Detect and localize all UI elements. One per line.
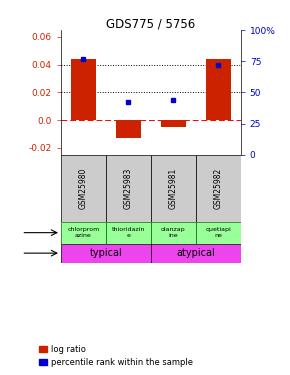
Bar <box>151 244 241 262</box>
Bar <box>116 120 141 138</box>
Legend: log ratio, percentile rank within the sample: log ratio, percentile rank within the sa… <box>39 345 193 367</box>
Text: chlorprom
azine: chlorprom azine <box>67 227 99 238</box>
Text: GSM25980: GSM25980 <box>79 167 88 209</box>
Bar <box>151 222 196 244</box>
Text: typical: typical <box>90 248 122 258</box>
Bar <box>161 120 186 127</box>
Bar <box>106 222 151 244</box>
Bar <box>151 155 196 222</box>
Text: atypical: atypical <box>176 248 215 258</box>
Bar <box>71 59 96 120</box>
Text: thioridazin
e: thioridazin e <box>112 227 145 238</box>
Text: GSM25981: GSM25981 <box>169 168 178 209</box>
Bar <box>196 155 241 222</box>
Bar <box>106 155 151 222</box>
Text: olanzap
ine: olanzap ine <box>161 227 186 238</box>
Text: GSM25982: GSM25982 <box>214 168 223 209</box>
Bar <box>196 222 241 244</box>
Bar <box>61 155 106 222</box>
Text: quetiapi
ne: quetiapi ne <box>205 227 231 238</box>
Title: GDS775 / 5756: GDS775 / 5756 <box>106 17 195 30</box>
Text: GSM25983: GSM25983 <box>124 167 133 209</box>
Bar <box>61 222 106 244</box>
Bar <box>61 244 151 262</box>
Bar <box>206 59 231 120</box>
